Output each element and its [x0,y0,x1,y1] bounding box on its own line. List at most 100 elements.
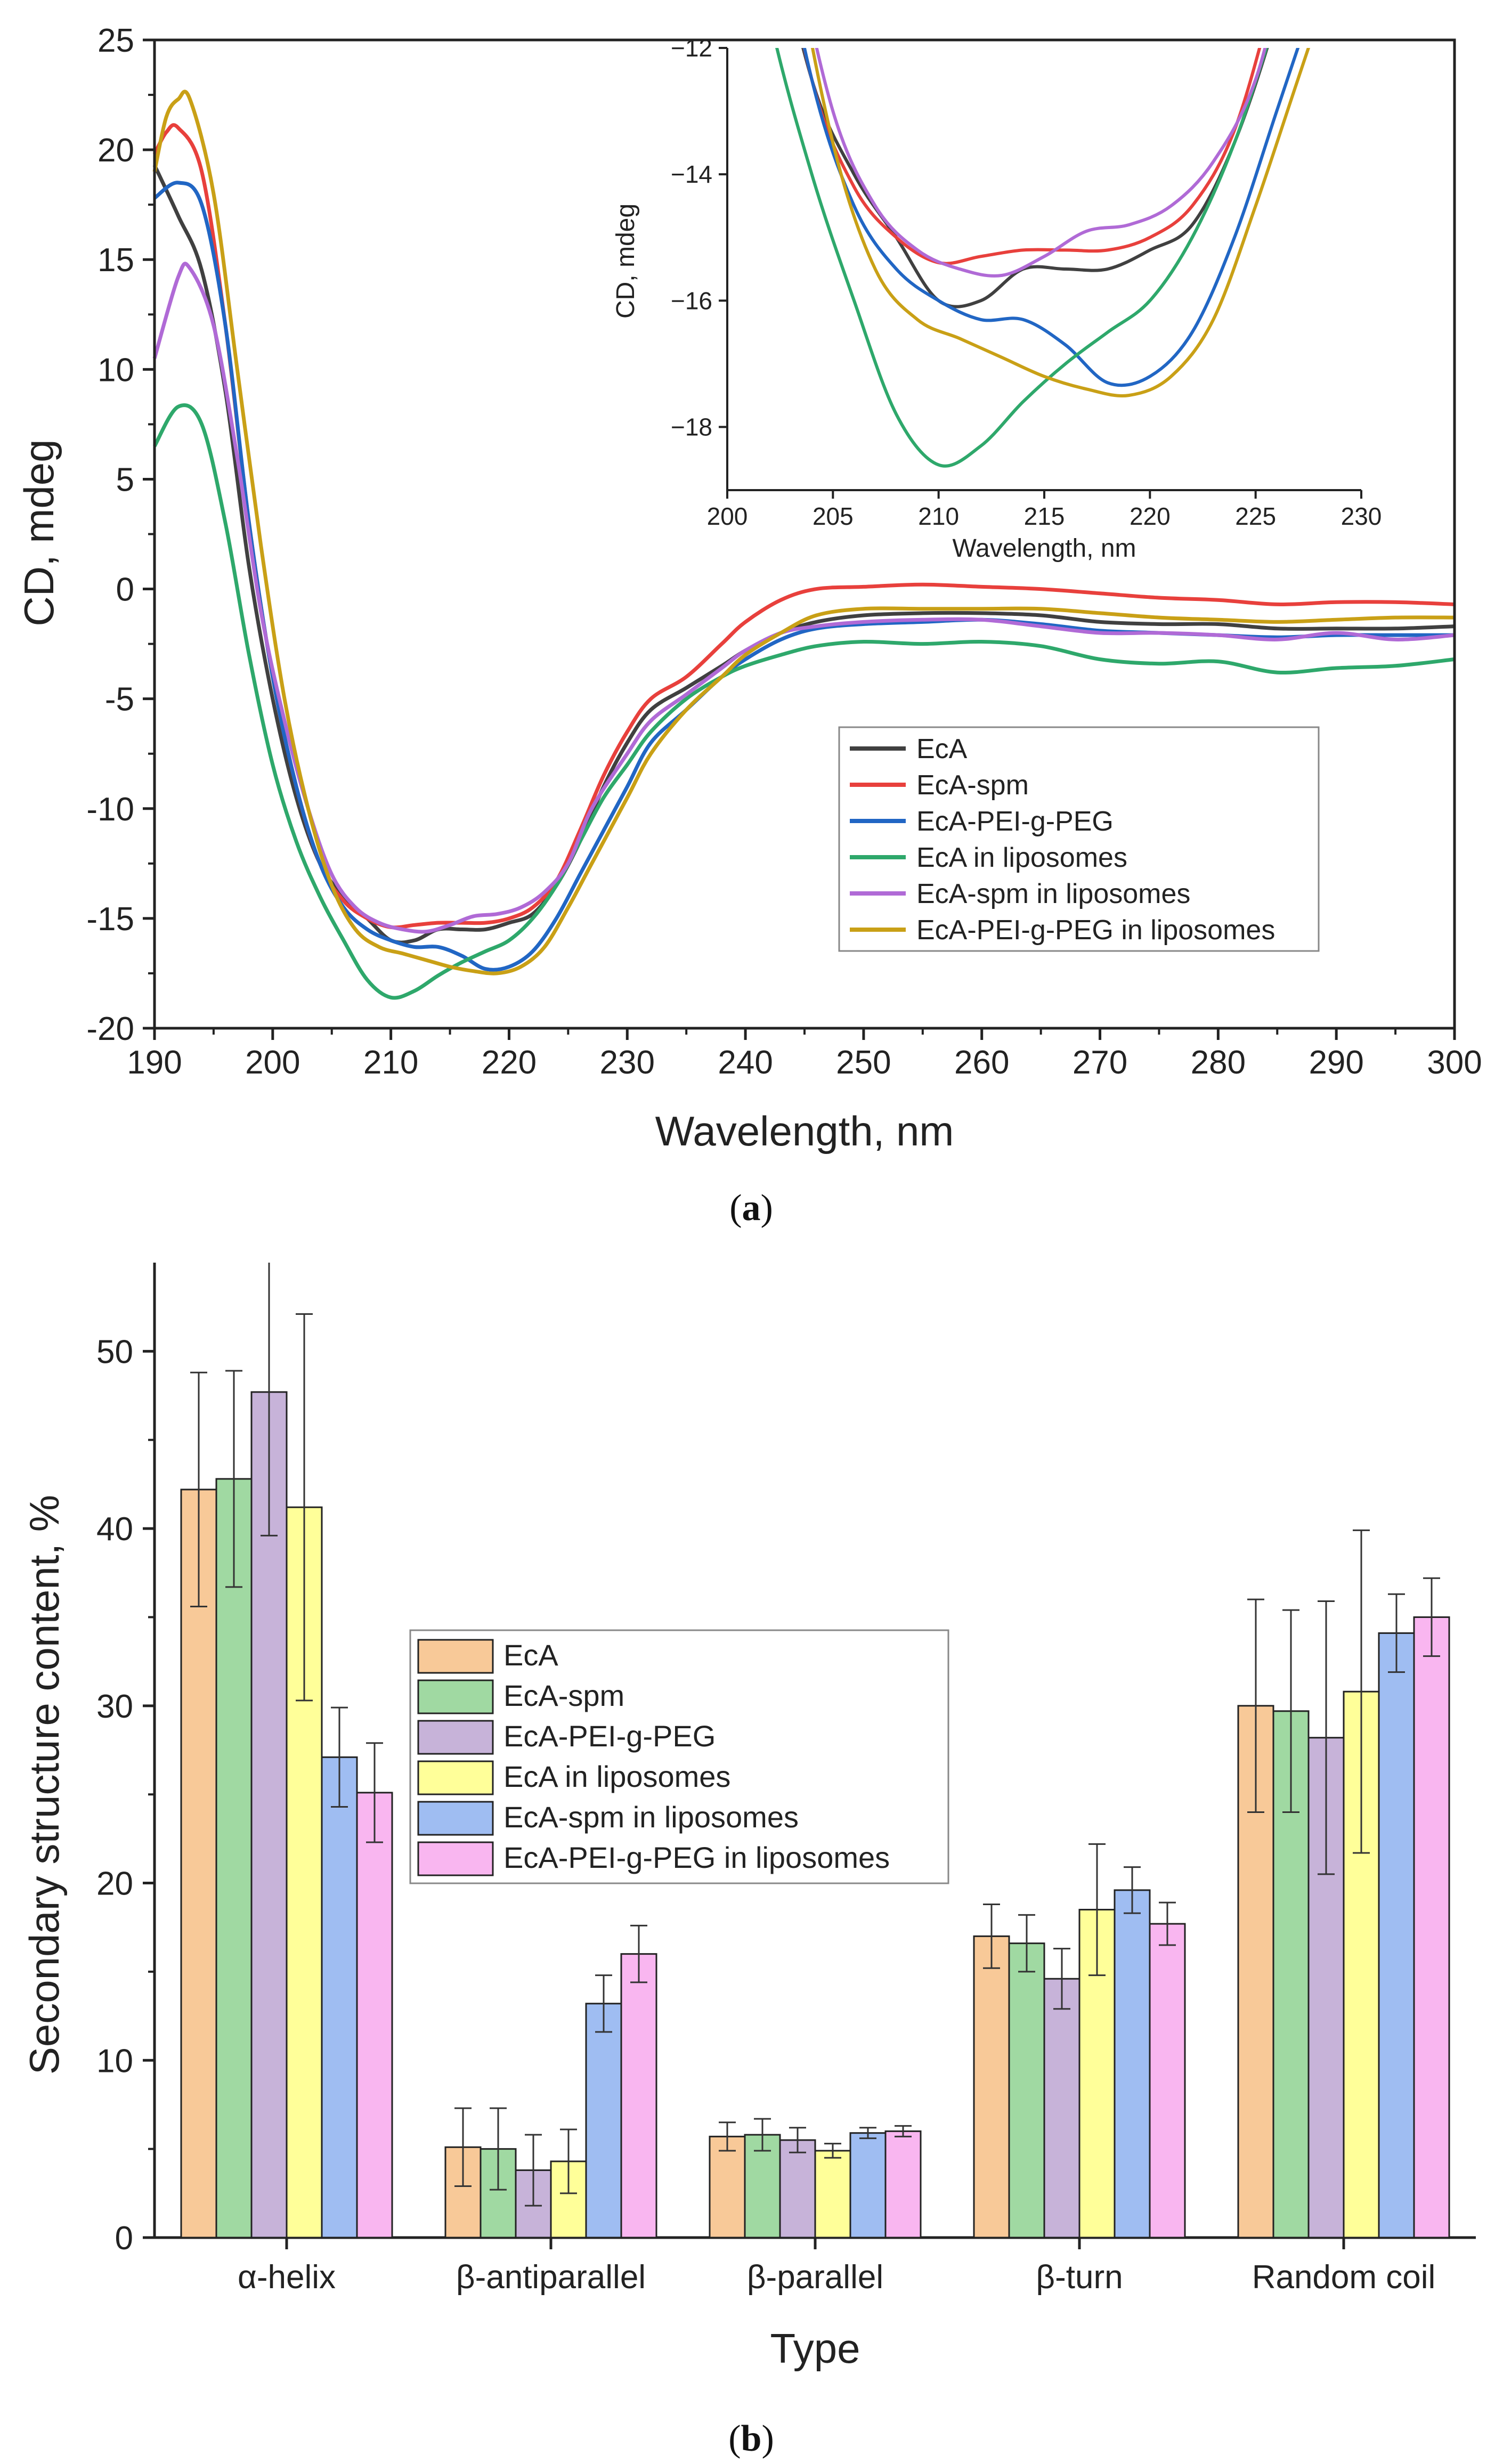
panel-a-label-open: ( [729,1188,742,1229]
cd-x-tick-label: 210 [363,1044,418,1081]
cd-legend-box [838,726,1320,952]
bar-legend-label-3: EcA in liposomes [503,1760,730,1793]
bar-0-1 [215,1478,253,2239]
cd-x-tick-label: 200 [245,1044,300,1081]
cd-legend-label-5: EcA-PEI-g-PEG in liposomes [916,915,1275,946]
bar-legend-label-5: EcA-PEI-g-PEG in liposomes [503,1841,890,1874]
bar-y-tick-label: 40 [96,1511,133,1548]
panel-b-label-open: ( [728,2418,741,2459]
bar-legend-label-0: EcA [503,1638,558,1672]
cd-series-line-3 [152,403,1455,1000]
bar-legend-swatch-4 [417,1801,494,1836]
secondary-structure-chart: 0 10 20 30 40 50 α-helix β-antiparallel β-parall… [21,1263,1476,2459]
bar-legend: EcA EcA-spm EcA-PEI-g-PEG EcA in liposomes E… [409,1629,949,1884]
cd-inset-x-tick-label: 205 [813,502,854,530]
cd-y-tick-label: 20 [98,132,134,169]
cd-inset-x-tick-label: 230 [1341,502,1382,530]
bar-3-0 [973,1935,1010,2239]
cd-series-line-4 [152,262,1455,934]
bar-0-5 [356,1792,393,2239]
bar-0-0 [180,1489,217,2239]
panel-a-label-letter: a [742,1188,761,1229]
cd-inset-y-tick-label: −16 [671,287,712,314]
bar-3-4 [1114,1889,1151,2239]
cd-series-lines [152,90,1455,1000]
bar-x-tick-label: β-parallel [747,2259,883,2296]
cd-x-tick-label: 300 [1427,1044,1482,1081]
bar-2-2 [779,2139,816,2239]
cd-inset-series-line-3 [775,48,1269,468]
bar-y-tick-label: 50 [96,1333,133,1370]
cd-inset-y-axis-title: CD, mdeg [612,204,640,319]
cd-inset-x-tick-label: 220 [1130,502,1171,530]
cd-y-tick-label: -5 [105,681,134,718]
cd-x-tick-label: 270 [1073,1044,1127,1081]
cd-inset-y-tick-label: −12 [671,34,712,62]
bar-series [180,1263,1450,2239]
cd-inset-series-line-1 [802,48,1262,265]
bar-0-4 [321,1756,358,2239]
bar-x-tick-label: β-antiparallel [456,2259,646,2296]
cd-legend-label-1: EcA-spm [916,770,1029,801]
cd-inset-x-tick-label: 215 [1024,502,1065,530]
cd-inset-series-line-4 [815,48,1267,278]
bar-2-3 [814,2150,851,2239]
bar-y-axis-title: Secondary structure content, % [21,1495,68,2075]
bar-legend-label-1: EcA-spm [503,1679,624,1712]
bar-x-tick-label: Random coil [1252,2259,1436,2296]
bar-legend-box [409,1629,949,1884]
cd-legend-label-4: EcA-spm in liposomes [916,879,1190,909]
cd-inset-axes: 200 205 210 215 220 225 230 −18 −16 −14 −12 [671,34,1382,530]
cd-y-tick-label: 25 [98,22,134,59]
bar-legend-swatch-5 [417,1841,494,1876]
cd-y-tick-label: 0 [116,572,134,608]
cd-legend-label-3: EcA in liposomes [916,842,1127,873]
panel-a-label: (a) [729,1188,773,1229]
cd-x-axis-title: Wavelength, nm [655,1108,954,1154]
panel-b-label: (b) [728,2418,774,2459]
bar-3-5 [1149,1923,1186,2239]
bar-x-tick-label: β-turn [1036,2259,1123,2296]
cd-spectra-chart: 190 200 210 220 230 240 250 260 270 280 290 300-20-… [15,22,1482,1229]
bar-3-1 [1008,1942,1045,2239]
bar-legend-swatch-2 [417,1720,494,1755]
cd-x-tick-label: 190 [127,1044,182,1081]
cd-y-tick-label: 10 [98,352,134,388]
cd-x-tick-label: 260 [954,1044,1009,1081]
cd-inset-series-line-2 [802,48,1300,387]
cd-y-tick-label: -15 [86,901,134,938]
cd-plot-frame [153,38,1456,1030]
bar-legend-swatch-0 [417,1639,494,1674]
panel-b-label-letter: b [741,2418,762,2459]
bar-2-5 [884,2130,922,2239]
cd-inset-y-tick-label: −14 [671,160,712,188]
cd-x-tick-label: 280 [1191,1044,1246,1081]
cd-x-tick-label: 250 [836,1044,891,1081]
cd-y-axis-title: CD, mdeg [15,439,62,626]
bar-legend-swatch-3 [417,1760,494,1795]
bar-y-tick-label: 0 [115,2220,133,2257]
cd-inset-chart: 200 205 210 215 220 225 230 −18 −16 −14 −12 Wavele… [612,34,1382,563]
bar-y-tick-label: 20 [96,1866,133,1902]
cd-series-line-5 [152,90,1455,975]
cd-y-tick-label: -20 [86,1011,134,1047]
cd-legend-label-2: EcA-PEI-g-PEG [916,806,1114,837]
bar-y-tick-label: 10 [96,2043,133,2079]
cd-inset-series-line-5 [811,48,1311,397]
panel-b-label-close: ) [761,2418,774,2459]
cd-inset-x-axis-title: Wavelength, nm [952,534,1136,563]
cd-y-tick-label: 5 [116,461,134,498]
bar-1-4 [585,2003,622,2239]
bar-1-5 [620,1953,657,2239]
bar-x-axis-title: Type [770,2325,860,2372]
cd-x-tick-label: 230 [600,1044,655,1081]
cd-inset-x-tick-label: 210 [918,502,959,530]
bar-4-4 [1378,1632,1415,2239]
bar-legend-label-4: EcA-spm in liposomes [503,1800,799,1834]
cd-inset-x-tick-label: 225 [1235,502,1276,530]
bar-2-0 [709,2135,746,2239]
cd-inset-x-tick-label: 200 [707,502,748,530]
bar-2-4 [849,2132,887,2239]
bar-4-5 [1413,1616,1450,2239]
